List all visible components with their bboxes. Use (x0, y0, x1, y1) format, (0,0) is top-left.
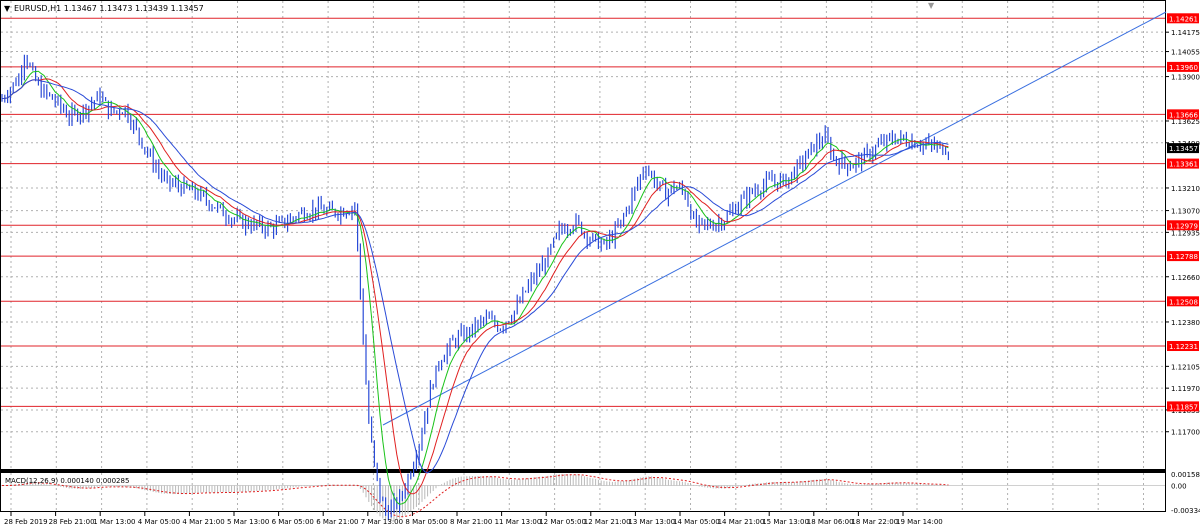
current-price-label: 1.13457 (1169, 145, 1198, 153)
price-tick-label: 1.11970 (1171, 385, 1200, 393)
price-tick-label: 1.12380 (1171, 319, 1200, 327)
level-labels: 1.14261 1.13960 1.13666 1.13361 1.12979 1.127… (1167, 13, 1199, 412)
level-label: 1.13666 (1169, 111, 1198, 119)
price-tick-label: 1.12660 (1171, 274, 1200, 282)
ma-mid-red (1, 78, 949, 495)
time-label: 4 Mar 21:00 (182, 518, 224, 526)
price-tick-label: 1.14175 (1171, 29, 1200, 37)
level-label: 1.14261 (1169, 15, 1198, 23)
time-label: 28 Feb 21:00 (49, 518, 95, 526)
time-label: 14 Mar 21:00 (718, 518, 765, 526)
time-axis: 28 Feb 2019 28 Feb 21:001 Mar 13:00 4 Mar … (4, 512, 943, 526)
level-label: 1.12231 (1169, 343, 1198, 351)
time-label: 18 Mar 22:00 (851, 518, 898, 526)
level-label-box (1167, 251, 1199, 262)
level-label: 1.11857 (1169, 403, 1198, 411)
moving-averages (1, 70, 949, 505)
level-label-box (1167, 13, 1199, 24)
time-label: 11 Mar 13:00 (495, 518, 542, 526)
time-label: 12 Mar 05:00 (539, 518, 586, 526)
time-label: 8 Mar 05:00 (405, 518, 447, 526)
level-label-box (1167, 220, 1199, 231)
grid (1, 1, 1165, 511)
level-label-box (1167, 61, 1199, 72)
time-label: 6 Mar 21:00 (316, 518, 358, 526)
trendline[interactable] (382, 11, 1167, 426)
level-label-box (1167, 341, 1199, 352)
time-label: 5 Mar 13:00 (227, 518, 269, 526)
price-tick-label: 1.12935 (1171, 229, 1200, 237)
price-tick-label: 1.13210 (1171, 185, 1200, 193)
time-label: 7 Mar 13:00 (361, 518, 403, 526)
level-label: 1.12788 (1169, 253, 1198, 261)
time-label: 13 Mar 13:00 (628, 518, 675, 526)
level-label-box (1167, 401, 1199, 412)
price-tick-label: 1.13900 (1171, 74, 1200, 82)
time-label: 18 Mar 06:00 (807, 518, 854, 526)
price-tick-label: 1.14055 (1171, 49, 1200, 57)
chart-dropdown-icon[interactable]: ▼ (4, 4, 11, 13)
level-label: 1.13960 (1169, 64, 1198, 72)
level-label: 1.12508 (1169, 298, 1198, 306)
macd-plot-frame (0, 472, 1166, 512)
current-price-marker: 1.13457 (1167, 143, 1199, 154)
price-tick-label: 1.13625 (1171, 118, 1200, 126)
ma-fast-green (1, 70, 949, 505)
macd-tick-label: 0.00158 (1171, 471, 1200, 479)
time-label: 19 Mar 14:00 (896, 518, 943, 526)
level-label: 1.12979 (1169, 222, 1198, 230)
time-label: 12 Mar 21:00 (584, 518, 631, 526)
ma-slow-blue (1, 79, 949, 474)
main-plot-frame (0, 0, 1166, 470)
time-label: 4 Mar 05:00 (138, 518, 180, 526)
time-label: 8 Mar 21:00 (450, 518, 492, 526)
level-label: 1.13361 (1169, 161, 1198, 169)
macd-tick-label: -0.003348 (1171, 507, 1200, 515)
ascending-trendline[interactable] (382, 11, 1167, 426)
symbol-info: EURUSD,H1 1.13467 1.13473 1.13439 1.1345… (14, 4, 204, 13)
price-tick-label: 1.13070 (1171, 208, 1200, 216)
time-label: 15 Mar 13:00 (762, 518, 809, 526)
time-label: 6 Mar 05:00 (272, 518, 314, 526)
macd-info: MACD(12,26,9) 0.000140 0.000285 (5, 477, 129, 485)
level-label-box (1167, 296, 1199, 307)
level-label-box (1167, 158, 1199, 169)
macd-tick-label: 0.00 (1171, 483, 1187, 491)
level-label-box (1167, 109, 1199, 120)
time-label: 14 Mar 05:00 (673, 518, 720, 526)
macd-indicator: 0.00158 0.00 -0.003348 (1, 471, 1200, 522)
time-label: 28 Feb 2019 (4, 518, 48, 526)
scroll-marker-icon[interactable]: ▼ (928, 1, 935, 10)
price-tick-label: 1.11700 (1171, 429, 1200, 437)
price-axis: 1.141751.140551.139001.136251.134901.132… (1165, 29, 1200, 437)
time-label: 1 Mar 13:00 (93, 518, 135, 526)
macd-signal-line (2, 474, 949, 518)
price-tick-label: 1.12105 (1171, 363, 1200, 371)
